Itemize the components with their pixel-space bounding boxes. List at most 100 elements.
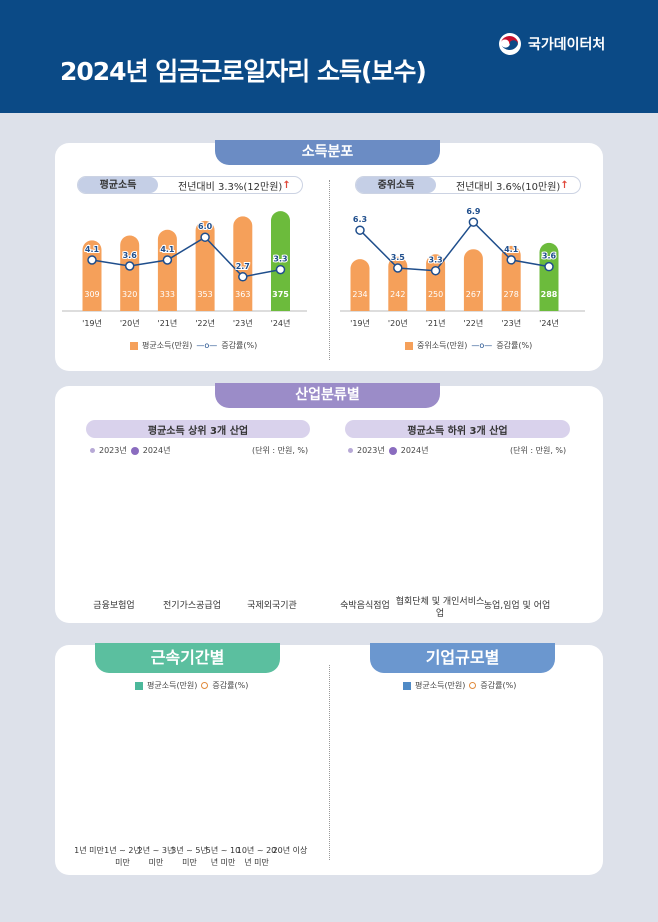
median-pill-note: 전년대비 3.6%(10만원) [456, 181, 561, 193]
rate-label: 3.6 [123, 251, 138, 260]
bottom3-title: 평균소득 하위 3개 산업 [345, 420, 570, 438]
rate-point [87, 255, 97, 265]
rate-point [430, 265, 441, 276]
rate-label: 6.0 [198, 222, 213, 231]
bar [501, 245, 521, 311]
mean-pill-title: 평균소득 [78, 177, 158, 193]
rate-point [162, 255, 173, 265]
mean-pill: 평균소득 전년대비 3.3%(12만원) ↑ [77, 176, 303, 194]
bar-value-label: 320 [122, 290, 137, 299]
x-tick-label: '24년 [539, 318, 559, 328]
bar [388, 256, 408, 311]
x-tick-label: '24년 [271, 318, 291, 328]
x-tick-label: '19년 [82, 318, 102, 328]
industry-label: 국제외국기관 [247, 601, 297, 611]
rate-point [544, 261, 554, 272]
section-tab-tenure: 근속기간별 [95, 643, 280, 673]
section-tab-distribution: 소득분포 [215, 140, 440, 165]
rate-label: 4.1 [160, 245, 175, 254]
rate-point [393, 263, 403, 273]
divider [329, 180, 330, 360]
bar-value-label: 309 [84, 290, 99, 299]
bar-value-label: 250 [428, 290, 443, 299]
x-tick-label: '22년 [195, 318, 215, 328]
rate-label: 6.9 [466, 207, 481, 216]
rate-point [506, 255, 516, 265]
rate-point [355, 225, 365, 235]
bar [350, 259, 370, 311]
x-tick-label: '21년 [426, 318, 446, 328]
org-logo: 국가데이터처 [498, 32, 605, 56]
x-tick-label: '20년 [388, 318, 408, 328]
bar [157, 229, 177, 311]
bar [463, 249, 483, 311]
mean-legend: 평균소득(만원) —o— 증감률(%) [130, 340, 257, 351]
up-arrow-icon: ↑ [282, 179, 291, 191]
industry-label: 전기가스공급업 [163, 601, 221, 611]
rate-line [91, 236, 281, 278]
bar-value-label: 375 [272, 290, 289, 299]
bottom3-legend: 2023년 2024년 [348, 445, 428, 456]
bar-value-label: 353 [197, 290, 212, 299]
rate-point [200, 232, 210, 242]
x-tick-label: '19년 [350, 318, 370, 328]
bar [233, 216, 253, 311]
bar [195, 220, 215, 311]
rate-label: 3.5 [391, 253, 406, 262]
section-tab-size: 기업규모별 [370, 643, 555, 673]
rate-label: 6.3 [353, 215, 367, 224]
bar-value-label: 363 [235, 290, 250, 299]
bar-value-label: 267 [466, 290, 481, 299]
x-tick-label: 1년 ~ 2년 미만 [104, 846, 141, 867]
header-banner [0, 0, 658, 113]
bar-value-label: 242 [390, 290, 405, 299]
x-tick-label: '21년 [158, 318, 178, 328]
median-pill: 중위소득 전년대비 3.6%(10만원) ↑ [355, 176, 581, 194]
top3-title: 평균소득 상위 3개 산업 [86, 420, 310, 438]
top3-legend: 2023년 2024년 [90, 445, 170, 456]
rate-line [359, 220, 550, 272]
size-legend: 평균소득(만원) 증감률(%) [403, 680, 516, 691]
median-legend: 중위소득(만원) —o— 증감률(%) [405, 340, 532, 351]
rate-label: 4.1 [504, 245, 519, 254]
x-tick-label: 1년 미만 [74, 846, 104, 855]
x-tick-label: '23년 [501, 318, 521, 328]
rate-label: 4.1 [85, 245, 100, 254]
x-tick-label: 3년 ~ 5년 미만 [171, 846, 208, 867]
bar-value-label: 278 [504, 290, 519, 299]
rate-label: 3.3 [273, 255, 287, 264]
rate-label: 3.3 [429, 256, 443, 265]
org-name: 국가데이터처 [528, 37, 606, 53]
rate-point [468, 217, 479, 227]
section-tab-industry: 산업분류별 [215, 383, 440, 408]
x-tick-label: '20년 [120, 318, 140, 328]
bar [426, 254, 446, 311]
industry-label: 숙박음식점업 [340, 601, 390, 611]
median-pill-title: 중위소득 [356, 177, 436, 193]
top3-unit: (단위 : 만원, %) [252, 446, 309, 455]
bar [271, 211, 290, 311]
tenure-legend: 평균소득(만원) 증감률(%) [135, 680, 248, 691]
up-arrow-icon: ↑ [560, 179, 569, 191]
taegeuk-logo-icon [499, 33, 521, 55]
divider [329, 665, 330, 860]
mean-pill-note: 전년대비 3.3%(12만원) [178, 181, 283, 193]
x-tick-label: '23년 [233, 318, 253, 328]
industry-label: 농업,임업 및 어업 [483, 601, 551, 611]
bar-value-label: 288 [541, 290, 558, 299]
rate-point [124, 261, 135, 271]
rate-point [275, 264, 286, 275]
x-tick-label: 10년 ~ 20년 미만 [236, 846, 277, 867]
x-tick-label: 5년 ~ 10년 미만 [205, 846, 241, 867]
bottom3-unit: (단위 : 만원, %) [510, 446, 567, 455]
industry-label: 금융보험업 [93, 601, 135, 611]
rate-label: 2.7 [236, 262, 250, 271]
bar-value-label: 333 [160, 290, 175, 299]
page-title: 2024년 임금근로일자리 소득(보수) [60, 57, 427, 86]
bar [82, 240, 102, 311]
x-tick-label: 20년 이상 [272, 846, 308, 855]
bar-value-label: 234 [352, 290, 367, 299]
rate-label: 3.6 [542, 252, 557, 261]
rate-point [238, 272, 248, 282]
industry-label: 협회단체 및 개인서비스업 [395, 597, 485, 619]
